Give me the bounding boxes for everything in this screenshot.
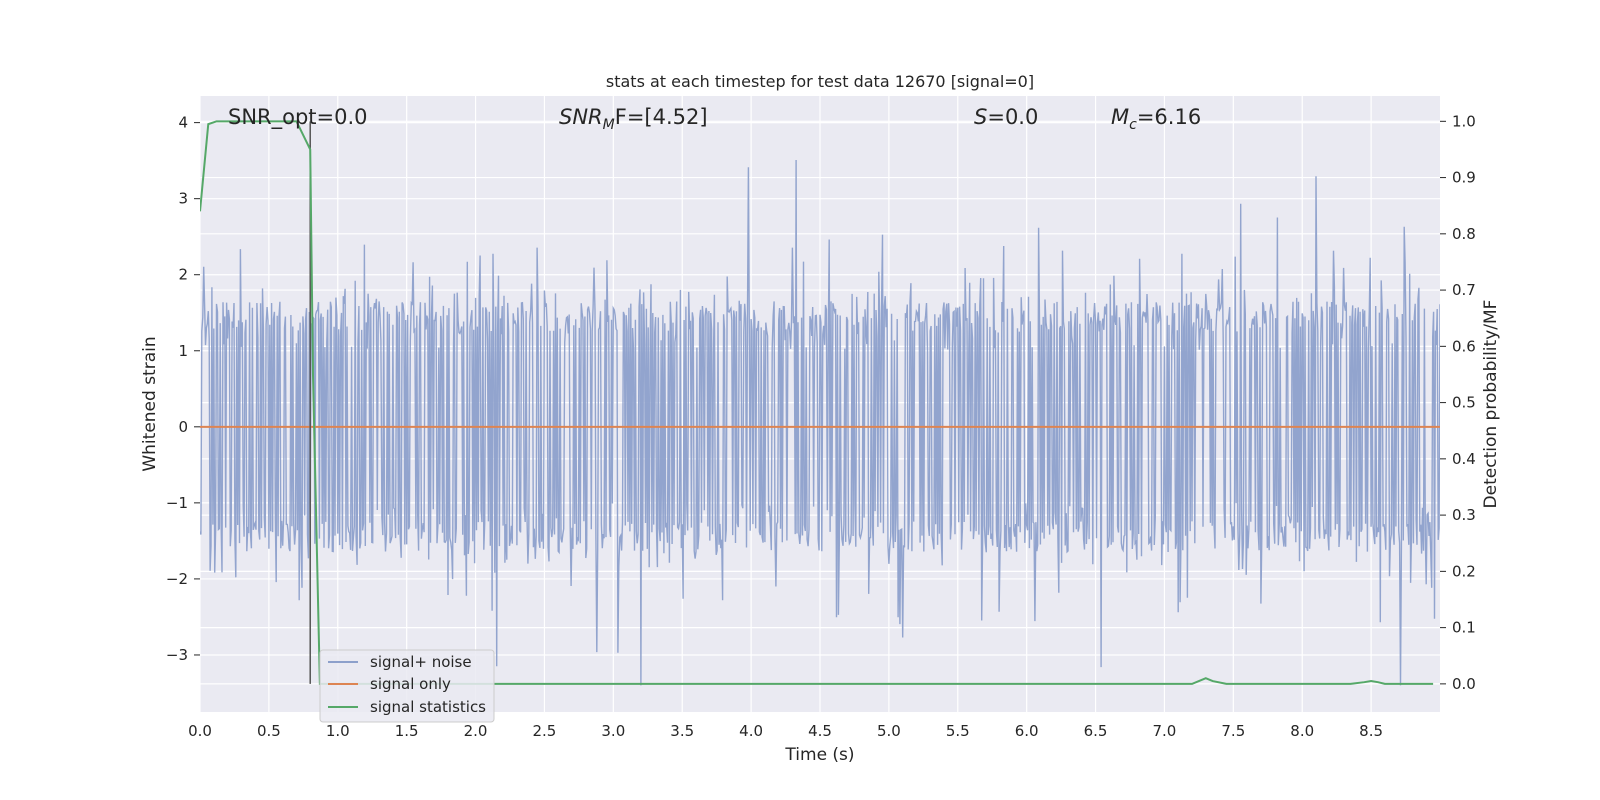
legend: signal+ noise signal only signal statist… bbox=[319, 649, 495, 723]
y2-tick-label: 0.1 bbox=[1452, 619, 1476, 637]
legend-label-signal-statistics: signal statistics bbox=[370, 698, 486, 716]
y-tick-label: 2 bbox=[178, 266, 188, 284]
y-tick-label: 4 bbox=[178, 114, 188, 132]
x-tick-label: 2.5 bbox=[533, 722, 557, 740]
x-tick-label: 7.0 bbox=[1153, 722, 1177, 740]
x-axis: 0.0 0.5 1.0 1.5 2.0 2.5 3.0 3.5 4.0 4.5 5.0 5.5 6.0 6… bbox=[188, 722, 1383, 740]
x-tick-label: 5.0 bbox=[877, 722, 901, 740]
series-signal-noise-line bbox=[200, 159, 1440, 686]
x-axis-label: Time (s) bbox=[784, 745, 854, 765]
y2-tick-label: 0.0 bbox=[1452, 675, 1476, 693]
x-tick-label: 6.0 bbox=[1015, 722, 1039, 740]
y2-tick-label: 0.3 bbox=[1452, 506, 1476, 524]
x-tick-label: 0.0 bbox=[188, 722, 212, 740]
y2-tick-label: 0.7 bbox=[1452, 281, 1476, 299]
legend-box bbox=[319, 649, 495, 723]
x-tick-label: 0.5 bbox=[257, 722, 281, 740]
x-tick-label: 6.5 bbox=[1084, 722, 1108, 740]
series-signal-statistics-line bbox=[200, 120, 1434, 685]
x-tick-label: 4.0 bbox=[739, 722, 763, 740]
y-tick-label: 1 bbox=[178, 342, 188, 360]
line-series bbox=[200, 120, 1440, 685]
annotation-s-stat: S=0.0 bbox=[974, 105, 1038, 129]
x-tick-label: 2.0 bbox=[464, 722, 488, 740]
annotation-snr-mf: SNRMF=[4.52] bbox=[559, 105, 708, 133]
x-tick-label: 4.5 bbox=[808, 722, 832, 740]
y2-tick-label: 0.9 bbox=[1452, 169, 1476, 187]
y-tick-label: −3 bbox=[166, 646, 188, 664]
y-tick-label: −2 bbox=[166, 570, 188, 588]
x-tick-label: 7.5 bbox=[1221, 722, 1245, 740]
y2-tick-label: 0.8 bbox=[1452, 225, 1476, 243]
y-axis-label: Whitened strain bbox=[140, 336, 160, 471]
x-tick-label: 8.0 bbox=[1290, 722, 1314, 740]
y-tick-label: 0 bbox=[178, 418, 188, 436]
x-tick-label: 3.0 bbox=[601, 722, 625, 740]
y2-tick-label: 1.0 bbox=[1452, 112, 1476, 130]
annotation-snr-opt: SNR_opt=0.0 bbox=[228, 105, 368, 130]
y-tick-label: −1 bbox=[166, 494, 188, 512]
chart-title: stats at each timestep for test data 126… bbox=[606, 72, 1034, 91]
x-tick-label: 3.5 bbox=[670, 722, 694, 740]
signal-noise-series bbox=[200, 159, 1440, 686]
y-axis-left: −3 −2 −1 0 1 2 3 4 bbox=[166, 114, 200, 664]
annotation-mc: Mc=6.16 bbox=[1111, 105, 1201, 133]
x-tick-label: 5.5 bbox=[946, 722, 970, 740]
x-tick-label: 8.5 bbox=[1359, 722, 1383, 740]
y2-tick-label: 0.5 bbox=[1452, 394, 1476, 412]
legend-label-signal-only: signal only bbox=[370, 675, 451, 693]
y2-tick-label: 0.6 bbox=[1452, 337, 1476, 355]
y-tick-label: 3 bbox=[178, 190, 188, 208]
y2-tick-label: 0.2 bbox=[1452, 562, 1476, 580]
y2-tick-label: 0.4 bbox=[1452, 450, 1476, 468]
legend-label-signal-noise: signal+ noise bbox=[370, 653, 472, 671]
y-axis-right: 0.0 0.1 0.2 0.3 0.4 0.5 0.6 0.7 0.8 0.9 1.0 bbox=[1440, 112, 1476, 693]
y2-axis-label: Detection probability/MF bbox=[1481, 300, 1501, 509]
x-tick-label: 1.5 bbox=[395, 722, 419, 740]
x-tick-label: 1.0 bbox=[326, 722, 350, 740]
